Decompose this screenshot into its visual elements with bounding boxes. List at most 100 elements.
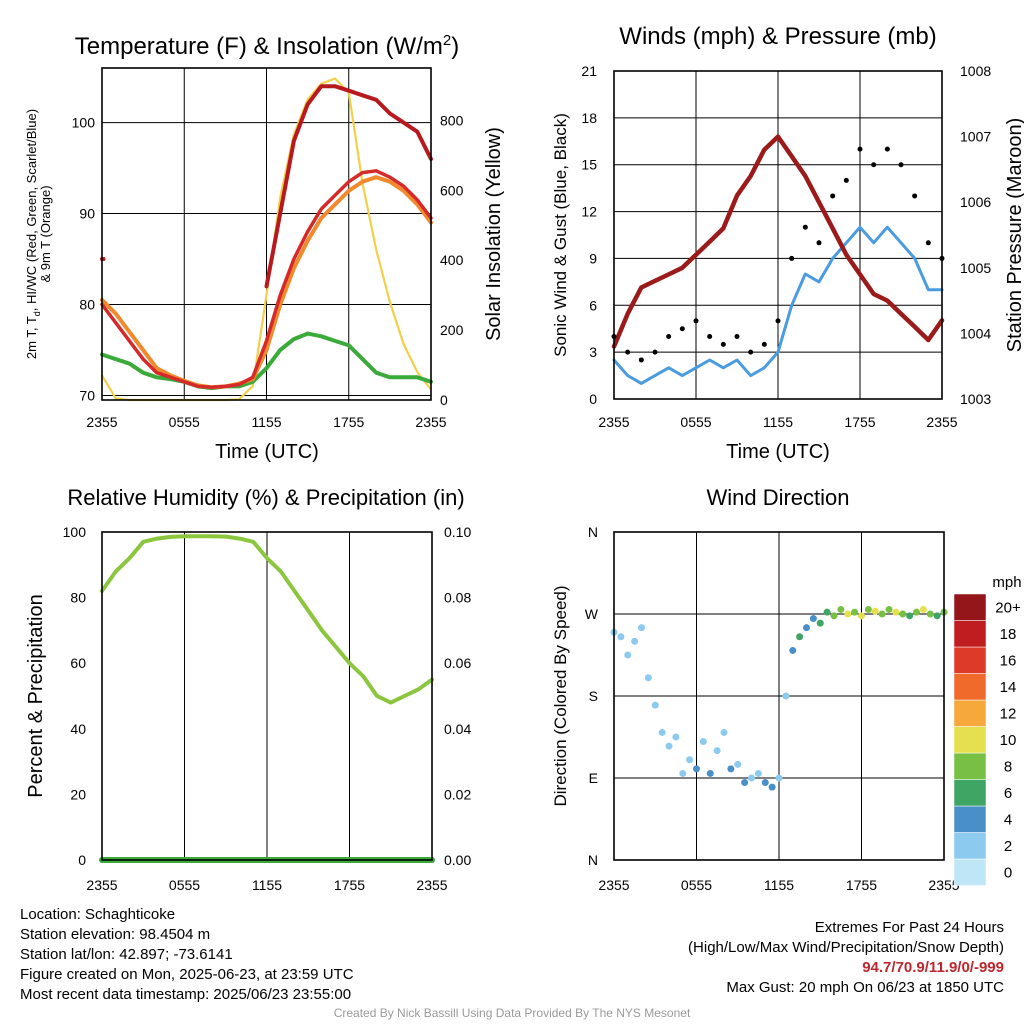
heat-index-line (264, 84, 433, 289)
y-tick-label-direction: S (589, 688, 598, 704)
y-tick-label-right: 200 (440, 322, 464, 338)
temperature-panel-title: Temperature (F) & Insolation (W/m2) (75, 32, 459, 60)
temperature-2m-line (100, 169, 433, 390)
direction-point (761, 779, 769, 787)
legend-swatch (953, 858, 987, 886)
station-location: Location: Schaghticoke (20, 906, 176, 923)
gust-point (912, 193, 918, 199)
direction-point (926, 610, 934, 618)
y-tick-label-left: 80 (70, 590, 86, 606)
direction-point (768, 783, 776, 791)
extremes-description: (High/Low/Max Wind/Precipitation/Snow De… (688, 939, 1004, 956)
wind-ylabel-right: Station Pressure (Maroon) (1004, 118, 1024, 353)
legend-swatch (953, 593, 987, 621)
legend-label: 20+ (995, 599, 1021, 616)
legend-swatch (953, 646, 987, 674)
legend-swatch (953, 805, 987, 833)
gust-point (884, 146, 890, 152)
direction-point (816, 619, 824, 627)
direction-plot-frame (613, 531, 945, 861)
y-tick-label-left: 15 (581, 157, 597, 173)
legend-label: 6 (1004, 785, 1012, 802)
gust-point (748, 349, 754, 355)
direction-point (899, 610, 907, 618)
direction-point (844, 610, 852, 618)
direction-point (631, 637, 639, 645)
credit-line: Created By Nick Bassill Using Data Provi… (333, 1006, 691, 1020)
x-tick-label: 1755 (844, 414, 875, 430)
extremes-values: 94.7/70.9/11.9/0/-999 (862, 959, 1004, 976)
max-gust: Max Gust: 20 mph On 06/23 at 1850 UTC (726, 979, 1004, 996)
wind-xlabel: Time (UTC) (726, 441, 830, 463)
x-tick-label: 1155 (763, 414, 793, 430)
humidity-panel: Relative Humidity (%) & Precipitation (i… (25, 485, 471, 893)
temperature-tick-labels: 2355 0555 1155 1755 2355 70 80 90 100 0 200 400 600 8… (72, 112, 464, 430)
station-pressure-line (611, 134, 945, 349)
legend-label: 0 (1004, 864, 1012, 881)
x-tick-label: 1155 (251, 414, 281, 430)
legend-swatch (953, 673, 987, 701)
y-tick-label-right: 0.04 (444, 721, 471, 737)
direction-point (727, 765, 735, 773)
y-tick-label-left: 6 (589, 297, 597, 313)
direction-point (919, 605, 927, 613)
wind-gridlines (614, 71, 942, 399)
wind-tick-labels: 2355 0555 1155 1755 235503691215182110031004… (581, 63, 991, 430)
legend-swatch (953, 779, 987, 807)
gust-point (666, 334, 672, 340)
direction-point (878, 610, 886, 618)
y-tick-label-right: 0.02 (444, 786, 471, 802)
dewpoint-line (100, 331, 433, 391)
direction-point (741, 779, 749, 787)
direction-point (933, 612, 941, 620)
direction-point (892, 608, 900, 616)
speed-legend: mph 0 2 4 6 8 10 12 14 16 18 20+ (953, 574, 1022, 886)
y-tick-label-right: 1004 (960, 325, 991, 341)
x-tick-label: 1755 (334, 877, 365, 893)
direction-point (617, 633, 625, 641)
direction-point (796, 633, 804, 641)
direction-point (885, 605, 893, 613)
station-info: Location: Schaghticoke Station elevation… (20, 905, 354, 1005)
y-tick-label-direction: W (585, 606, 599, 622)
direction-gridlines (614, 532, 944, 860)
gust-point (638, 357, 644, 363)
gust-point (720, 341, 726, 347)
y-tick-label-right: 0.08 (444, 590, 471, 606)
direction-point (913, 608, 920, 616)
temperature-ylabel-right: Solar Insolation (Yellow) (483, 127, 505, 341)
y-tick-label-left: 20 (70, 786, 86, 802)
x-tick-label: 2355 (416, 877, 447, 893)
legend-label: 4 (1004, 811, 1012, 828)
direction-point (679, 769, 687, 777)
temperature-plot-frame (101, 67, 432, 401)
x-tick-label: 2355 (928, 877, 959, 893)
y-tick-label-left: 0 (589, 391, 597, 407)
y-tick-label-right: 1006 (960, 194, 991, 210)
gust-point (734, 334, 740, 340)
y-tick-label-right: 400 (440, 252, 464, 268)
wind-series (611, 134, 945, 385)
legend-label: 2 (1004, 838, 1012, 855)
direction-point (809, 615, 817, 623)
y-tick-label-direction: N (588, 852, 598, 868)
station-elevation: Station elevation: 98.4504 m (20, 926, 211, 943)
direction-point (651, 701, 659, 709)
x-tick-label: 2355 (415, 414, 446, 430)
gust-point (857, 146, 863, 152)
x-tick-label: 1755 (846, 877, 877, 893)
speed-legend-title: mph (992, 574, 1021, 591)
gust-point (761, 341, 767, 347)
humidity-ylabel-left: Percent & Precipitation (25, 594, 47, 797)
x-tick-label: 2355 (598, 414, 629, 430)
gust-point (693, 318, 699, 324)
y-tick-label-right: 0 (440, 392, 448, 408)
direction-point (748, 774, 755, 782)
x-tick-label: 2355 (926, 414, 957, 430)
direction-point (638, 624, 645, 632)
direction-point (713, 747, 721, 755)
x-tick-label: 2355 (86, 414, 117, 430)
direction-point (693, 765, 700, 773)
direction-point (672, 733, 680, 741)
